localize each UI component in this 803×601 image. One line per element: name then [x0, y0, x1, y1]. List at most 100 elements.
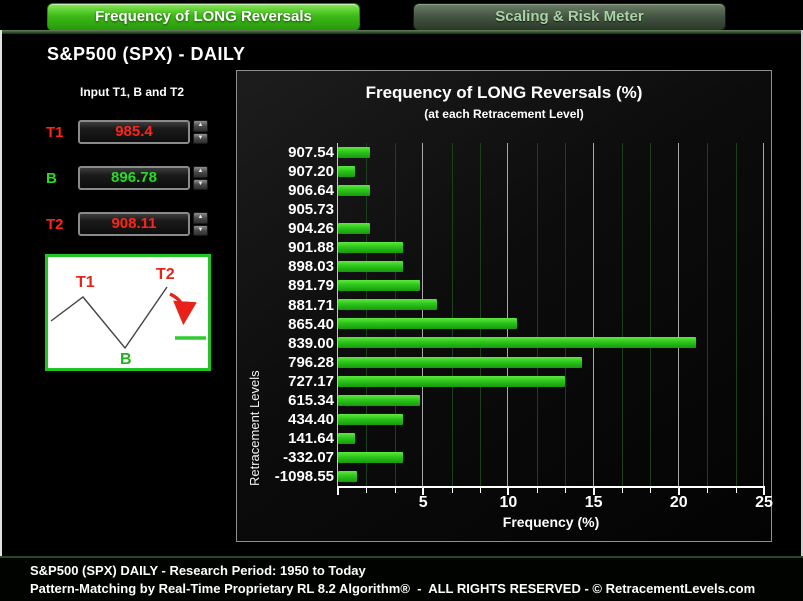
spinner-down-button[interactable]: ▼: [193, 132, 208, 144]
bar: [338, 375, 565, 387]
bar-row: [338, 219, 764, 238]
input-row: B 896.78 ▲ ▼: [46, 166, 208, 190]
x-tick-minor: [451, 488, 453, 493]
y-tick-label: 904.26: [288, 220, 334, 238]
footer-copyright: Pattern-Matching by Real-Time Proprietar…: [30, 581, 756, 596]
reversal-arrow-icon: [169, 292, 197, 326]
diagram-b-label: B: [120, 351, 132, 368]
window-edge-left: [0, 30, 2, 601]
x-tick-minor: [394, 488, 396, 493]
y-axis-labels: 907.54 907.20 906.64 905.73 904.26 901.88 898.…: [261, 143, 334, 486]
price-zigzag-line: [50, 286, 168, 350]
gridline-minor: [735, 143, 737, 486]
x-tick-labels: 5 10 15 20 25: [338, 494, 773, 514]
bar: [338, 451, 403, 463]
chart-panel: Frequency of LONG Reversals (%) (at each…: [236, 70, 773, 542]
x-tick-minor: [622, 488, 623, 493]
spinner: ▲ ▼: [193, 120, 208, 144]
chart-title: Frequency of LONG Reversals (%): [365, 83, 643, 102]
input-panel-title: Input T1, B and T2: [80, 85, 184, 99]
bar-row: [338, 238, 764, 257]
gridline-major: [763, 143, 764, 486]
x-tick-minor: [480, 488, 481, 493]
input-row: T2 908.11 ▲ ▼: [46, 212, 208, 236]
gridline-minor: [622, 143, 623, 486]
y-tick-label: 905.73: [288, 201, 334, 219]
x-tick-major: [337, 488, 339, 495]
x-tick-minor: [735, 488, 737, 493]
gridline-minor: [565, 143, 567, 486]
x-tick-label: 5: [418, 494, 428, 511]
y-tick-label: 881.71: [288, 296, 334, 314]
bar-row: [338, 448, 764, 467]
gridline-major: [592, 143, 594, 486]
spinner-down-button[interactable]: ▼: [193, 178, 208, 190]
bar-row: [338, 353, 764, 372]
x-tick-label: 10: [499, 494, 518, 511]
gridline-minor: [451, 143, 453, 486]
page-title: S&P500 (SPX) - DAILY: [47, 44, 246, 64]
footer-research-period: S&P500 (SPX) DAILY - Research Period: 19…: [30, 563, 366, 578]
t1-value-input[interactable]: 985.4: [78, 120, 190, 144]
y-tick-label: 898.03: [288, 258, 334, 276]
x-tick-minor: [536, 488, 538, 493]
spinner-down-icon: ▼: [197, 134, 204, 141]
spinner-up-icon: ▲: [197, 214, 204, 221]
spinner-up-button[interactable]: ▲: [193, 166, 208, 178]
x-axis-ticks: [337, 488, 765, 495]
bar-row: [338, 181, 764, 200]
y-tick-label: 434.40: [288, 410, 334, 428]
b-value-input[interactable]: 896.78: [78, 166, 190, 190]
pattern-diagram-svg: T1 T2 B: [50, 266, 206, 368]
tab-scaling-risk-meter[interactable]: Scaling & Risk Meter: [413, 3, 726, 31]
gridline-major: [677, 143, 679, 486]
x-axis-line: [337, 486, 765, 488]
x-tick-major: [677, 488, 680, 495]
spinner-up-button[interactable]: ▲: [193, 212, 208, 224]
x-tick-minor: [565, 488, 567, 493]
window-edge-right: [801, 30, 803, 601]
y-tick-label: 796.28: [288, 353, 334, 371]
y-tick-label: 907.54: [288, 144, 334, 162]
bar: [338, 318, 517, 330]
y-tick-label: -1098.55: [274, 468, 334, 486]
spinner-down-icon: ▼: [197, 180, 204, 187]
x-tick-label: 20: [669, 494, 688, 511]
bar-row: [338, 276, 764, 295]
diagram-t1-label: T1: [76, 274, 95, 291]
spinner-down-button[interactable]: ▼: [193, 224, 208, 236]
y-tick-label: -332.07: [283, 449, 334, 467]
gridline-minor: [480, 143, 481, 486]
bar: [338, 280, 420, 292]
x-tick-label: 25: [755, 494, 773, 511]
gridlines: [338, 143, 764, 486]
header-divider: [0, 30, 803, 34]
x-axis-title: Frequency (%): [502, 514, 600, 530]
input-label: B: [46, 169, 57, 187]
bar-row: [338, 257, 764, 276]
t2-value-input[interactable]: 908.11: [78, 212, 190, 236]
bar: [338, 356, 582, 368]
input-panel: T1 985.4 ▲ ▼ B 896.78 ▲ ▼ T2 908.11 ▲: [46, 120, 208, 258]
y-tick-label: 865.40: [288, 315, 334, 333]
y-tick-label: 901.88: [288, 239, 334, 257]
bar-row: [338, 372, 764, 391]
gridline-minor: [536, 143, 538, 486]
input-label: T1: [46, 123, 64, 141]
bar-row: [338, 162, 764, 181]
x-tick-minor: [650, 488, 652, 493]
y-tick-label: 891.79: [288, 277, 334, 295]
x-tick-major: [422, 488, 425, 495]
tab-frequency-long-reversals[interactable]: Frequency of LONG Reversals: [47, 3, 360, 31]
bar-row: [338, 467, 764, 486]
spinner-down-icon: ▼: [197, 226, 204, 233]
bar: [338, 337, 696, 349]
gridline-minor: [394, 143, 396, 486]
input-label: T2: [46, 215, 64, 233]
spinner-up-button[interactable]: ▲: [193, 120, 208, 132]
bar: [338, 394, 420, 406]
input-row: T1 985.4 ▲ ▼: [46, 120, 208, 144]
bar: [338, 166, 356, 178]
bar-row: [338, 143, 764, 162]
